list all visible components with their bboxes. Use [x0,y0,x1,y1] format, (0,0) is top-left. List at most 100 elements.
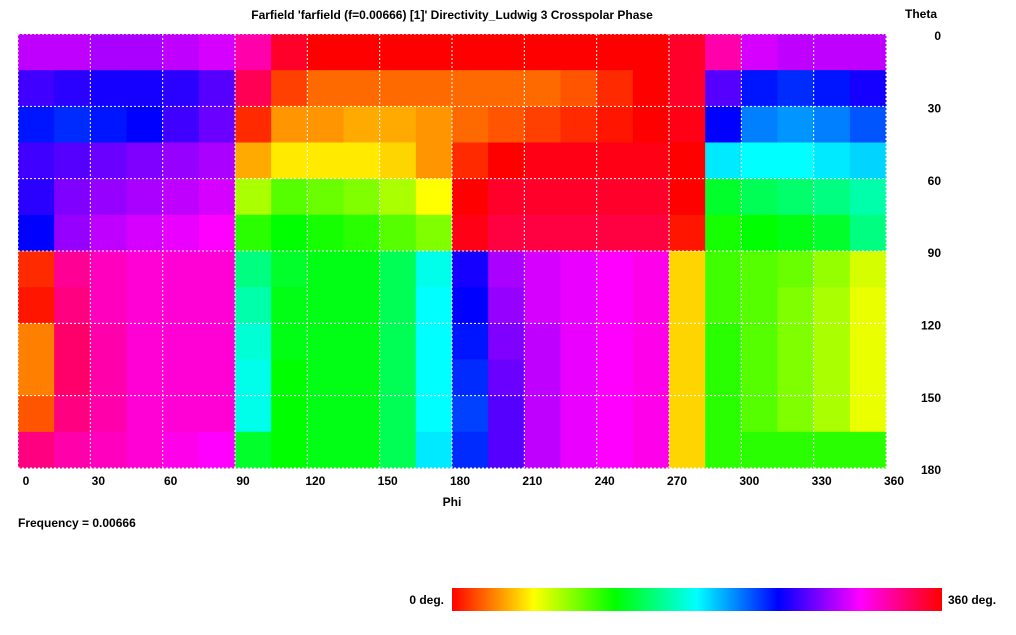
heatmap-cell [632,70,670,107]
heatmap-cell [18,359,55,397]
heatmap-cell [307,178,344,216]
heatmap-cell [198,431,236,469]
heatmap-cell [596,70,634,107]
heatmap-cell [777,106,815,143]
heatmap-cell [777,287,815,324]
heatmap-cell [18,178,55,216]
heatmap-cell [560,359,598,397]
heatmap-cell [705,178,742,216]
heatmap-cell [488,142,525,180]
heatmap-cell [343,431,381,469]
heatmap-cell [54,106,91,143]
heatmap-cell [162,431,200,469]
x-tick-label: 120 [305,474,325,488]
heatmap-cell [560,431,598,469]
heatmap-cell [560,178,598,216]
heatmap-cell [162,251,200,288]
x-tick-label: 0 [23,474,30,488]
heatmap-cell [271,323,308,360]
y-tick-label: 60 [928,174,942,188]
heatmap-cell [560,251,598,288]
heatmap-cell [379,251,417,288]
heatmap-cell [849,395,887,433]
heatmap [18,34,887,469]
heatmap-cell [379,395,417,433]
heatmap-cell [560,214,598,252]
y-tick-label: 120 [921,319,941,333]
heatmap-cell [235,431,272,469]
heatmap-cell [307,214,344,252]
heatmap-cell [669,142,706,180]
heatmap-cell [488,323,525,360]
heatmap-cell [705,70,742,107]
heatmap-cell [560,142,598,180]
heatmap-cell [560,106,598,143]
heatmap-cell [162,106,200,143]
heatmap-cell [18,431,55,469]
heatmap-cell [488,251,525,288]
heatmap-cell [741,323,778,360]
heatmap-cell [705,214,742,252]
heatmap-cell [415,287,453,324]
heatmap-cell [632,395,670,433]
heatmap-cell [669,70,706,107]
heatmap-cell [90,359,127,397]
x-tick-label: 360 [884,474,904,488]
heatmap-cell [741,214,778,252]
heatmap-cell [343,70,381,107]
heatmap-cell [741,287,778,324]
heatmap-cell [524,323,561,360]
heatmap-cell [777,395,815,433]
heatmap-cell [343,395,381,433]
heatmap-cell [235,34,272,71]
x-tick-label: 300 [739,474,759,488]
heatmap-cell [198,106,236,143]
heatmap-cell [596,287,634,324]
heatmap-cell [849,178,887,216]
heatmap-cell [452,106,489,143]
heatmap-cell [705,323,742,360]
heatmap-cell [18,323,55,360]
heatmap-cell [596,142,634,180]
heatmap-cell [54,287,91,324]
heatmap-cell [596,323,634,360]
heatmap-cell [126,431,164,469]
heatmap-cell [90,178,127,216]
heatmap-cell [379,178,417,216]
heatmap-cell [813,34,851,71]
heatmap-cell [741,34,778,71]
heatmap-cell [452,395,489,433]
heatmap-cell [813,214,851,252]
heatmap-cell [524,178,561,216]
heatmap-cell [379,34,417,71]
heatmap-cell [705,431,742,469]
heatmap-cell [741,106,778,143]
heatmap-cell [126,323,164,360]
heatmap-cell [669,34,706,71]
heatmap-cell [777,142,815,180]
heatmap-cell [307,359,344,397]
heatmap-cell [415,395,453,433]
heatmap-cell [271,251,308,288]
heatmap-cell [162,34,200,71]
heatmap-cell [524,359,561,397]
heatmap-cell [235,142,272,180]
heatmap-cell [126,395,164,433]
heatmap-cell [18,34,55,71]
x-tick-label: 30 [92,474,106,488]
heatmap-cell [524,70,561,107]
heatmap-cell [54,251,91,288]
heatmap-cell [813,359,851,397]
heatmap-cell [307,251,344,288]
heatmap-cell [90,106,127,143]
heatmap-cell [488,34,525,71]
heatmap-cell [524,34,561,71]
x-tick-label: 60 [164,474,178,488]
heatmap-cell [596,431,634,469]
heatmap-cell [90,34,127,71]
heatmap-cell [271,359,308,397]
y-tick-label: 90 [928,246,942,260]
heatmap-cell [126,34,164,71]
heatmap-cell [343,287,381,324]
y-tick-label: 30 [928,102,942,116]
